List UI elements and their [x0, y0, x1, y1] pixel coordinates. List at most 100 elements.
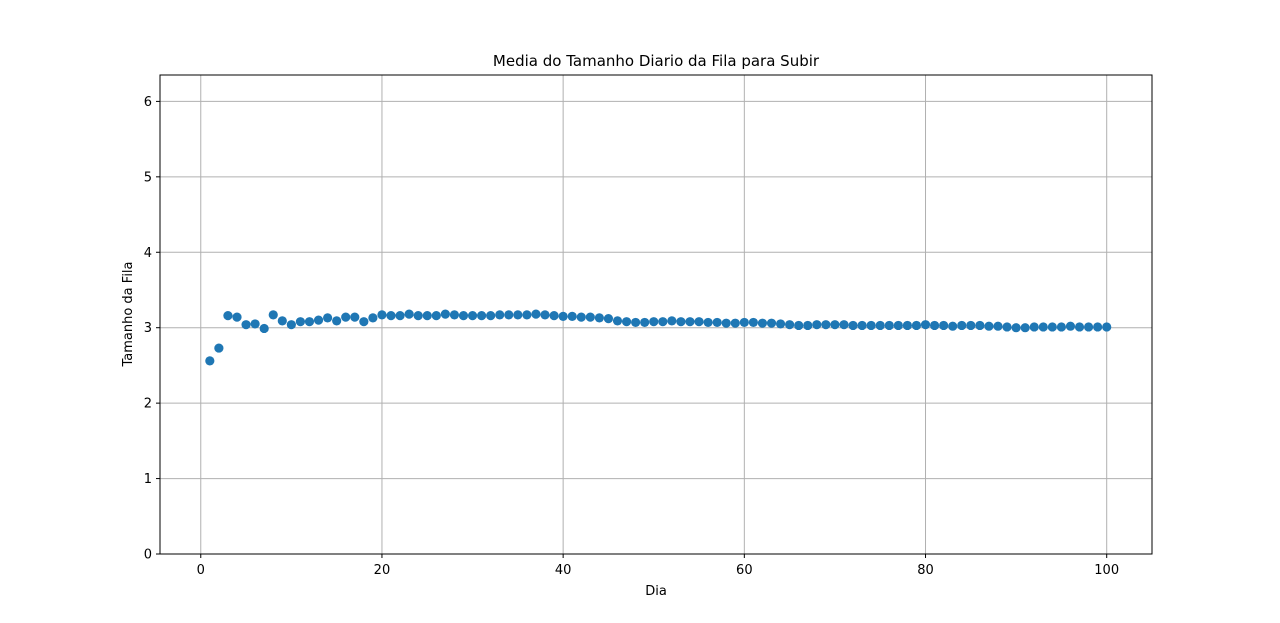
- data-point: [721, 318, 731, 328]
- data-point: [422, 311, 432, 321]
- data-point: [794, 320, 804, 331]
- data-point: [830, 320, 840, 330]
- data-point: [241, 320, 251, 330]
- y-tick-label: 1: [144, 472, 152, 487]
- data-point: [413, 311, 423, 321]
- data-point: [966, 320, 976, 331]
- data-point: [513, 310, 523, 320]
- data-point: [277, 316, 287, 326]
- data-point: [812, 320, 822, 330]
- data-point: [558, 311, 568, 321]
- data-point: [1002, 322, 1012, 332]
- data-point: [1011, 323, 1021, 333]
- x-axis-label: Dia: [645, 584, 667, 599]
- y-tick-label: 4: [144, 246, 152, 261]
- data-point: [531, 309, 541, 319]
- data-point: [467, 311, 478, 321]
- x-tick-label: 80: [917, 563, 934, 578]
- data-point: [839, 320, 849, 330]
- data-point: [368, 313, 378, 323]
- data-point: [214, 343, 224, 353]
- data-point: [621, 317, 632, 327]
- data-point: [667, 316, 677, 326]
- data-point: [612, 316, 623, 326]
- data-point: [902, 320, 912, 331]
- data-point: [957, 320, 967, 331]
- data-point: [268, 310, 278, 320]
- data-point: [440, 309, 450, 319]
- data-point: [549, 311, 559, 321]
- data-point: [449, 310, 460, 320]
- data-point: [821, 320, 831, 330]
- data-point: [703, 317, 713, 328]
- data-point: [920, 320, 931, 330]
- data-point: [567, 311, 577, 321]
- data-point: [1102, 322, 1112, 332]
- data-point: [775, 319, 786, 329]
- data-point: [757, 318, 768, 328]
- data-point: [1065, 321, 1076, 331]
- data-point: [304, 317, 315, 327]
- data-point: [495, 310, 505, 320]
- data-point: [313, 315, 324, 325]
- data-point: [712, 317, 722, 328]
- data-point: [939, 320, 949, 331]
- data-point: [766, 318, 777, 328]
- data-point: [893, 320, 903, 331]
- data-point: [286, 320, 296, 330]
- data-point: [332, 316, 342, 326]
- data-point: [785, 320, 795, 330]
- data-point: [431, 311, 441, 321]
- data-point: [295, 317, 306, 327]
- data-point: [250, 319, 260, 329]
- x-tick-label: 20: [374, 563, 391, 578]
- x-tick-label: 0: [197, 563, 205, 578]
- data-point: [259, 323, 269, 334]
- data-point: [676, 317, 686, 327]
- data-point: [1074, 322, 1085, 332]
- x-tick-label: 60: [736, 563, 753, 578]
- data-point: [848, 320, 858, 331]
- data-point: [603, 314, 614, 324]
- data-point: [649, 317, 659, 327]
- data-point: [948, 321, 958, 331]
- data-point: [359, 317, 369, 327]
- data-point: [694, 317, 704, 327]
- data-point: [404, 309, 414, 319]
- data-point: [540, 310, 550, 320]
- y-tick-label: 2: [144, 397, 152, 412]
- data-point: [223, 311, 233, 321]
- grid-lines: [160, 75, 1152, 555]
- data-point: [884, 320, 894, 331]
- x-tick-label: 40: [555, 563, 572, 578]
- data-point: [1020, 323, 1030, 333]
- data-point: [576, 312, 586, 322]
- data-point: [1029, 322, 1039, 332]
- y-tick-label: 5: [144, 170, 152, 185]
- data-point: [1083, 322, 1094, 332]
- data-points: [205, 309, 1112, 366]
- axis-ticks: 0 20 40 60 80 100 0 1 2 3 4 5 6: [144, 95, 1119, 578]
- data-point: [377, 310, 387, 320]
- y-tick-label: 3: [144, 321, 152, 336]
- data-point: [458, 311, 469, 321]
- data-point: [658, 317, 668, 327]
- data-point: [975, 320, 985, 331]
- data-point: [929, 320, 940, 331]
- data-point: [730, 318, 740, 328]
- data-point: [1047, 322, 1057, 332]
- data-point: [205, 356, 215, 366]
- x-tick-label: 100: [1094, 563, 1119, 578]
- data-point: [911, 320, 922, 331]
- data-point: [866, 320, 876, 331]
- data-point: [739, 317, 749, 328]
- data-point: [594, 313, 604, 323]
- chart-title: Media do Tamanho Diario da Fila para Sub…: [493, 52, 820, 70]
- data-point: [803, 320, 813, 331]
- y-axis-label: Tamanho da Fila: [121, 261, 136, 367]
- data-point: [631, 317, 641, 328]
- data-point: [232, 312, 242, 322]
- data-point: [685, 317, 695, 327]
- data-point: [386, 311, 396, 321]
